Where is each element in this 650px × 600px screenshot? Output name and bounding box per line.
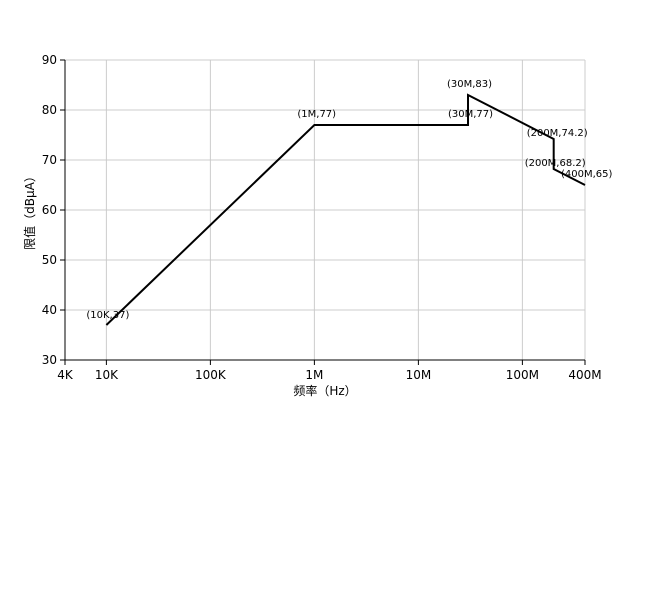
x-tick-label: 100K <box>195 368 227 382</box>
x-tick-label: 400M <box>568 368 601 382</box>
axis-layer: 30 40 50 60 70 80 90 4K 10K 100K 1M 10M 100M 400M <box>42 53 602 382</box>
y-tick-label: 70 <box>42 153 57 167</box>
x-tick-label: 4K <box>57 368 74 382</box>
y-tick-label: 30 <box>42 353 57 367</box>
y-tick-label: 80 <box>42 103 57 117</box>
y-tick-label: 90 <box>42 53 57 67</box>
point-annotation: (30M,83) <box>447 79 492 90</box>
point-annotation: (1M,77) <box>297 109 336 120</box>
y-axis-title: 限值（dBμA） <box>22 170 37 250</box>
x-tick-label: 10K <box>95 368 119 382</box>
point-annotation: (30M,77) <box>448 109 493 120</box>
series-layer <box>105 93 586 326</box>
x-axis-title: 频率（Hz） <box>293 383 356 398</box>
point-annotation: (200M,68.2) <box>525 158 586 169</box>
y-tick-label: 60 <box>42 203 57 217</box>
x-tick-label: 1M <box>305 368 323 382</box>
limit-line <box>105 93 586 326</box>
y-tick-label: 40 <box>42 303 57 317</box>
x-tick-label: 10M <box>406 368 432 382</box>
point-annotation: (200M,74.2) <box>527 128 588 139</box>
point-annotation: (10K,37) <box>86 310 129 321</box>
annotation-layer: (10K,37) (1M,77) (30M,77) (30M,83) (200M,74.… <box>86 79 612 321</box>
y-tick-label: 50 <box>42 253 57 267</box>
x-tick-label: 100M <box>506 368 539 382</box>
grid-layer <box>64 59 586 361</box>
point-annotation: (400M,65) <box>561 169 613 180</box>
